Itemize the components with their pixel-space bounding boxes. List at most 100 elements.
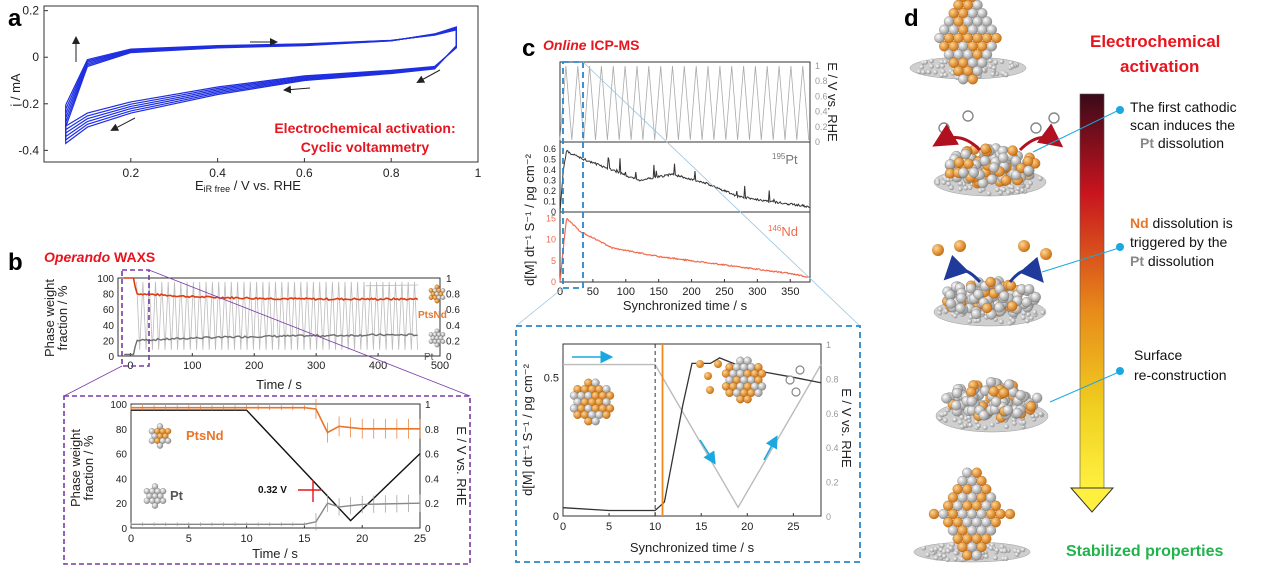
pt-atom [143, 497, 151, 504]
pt-atom [971, 308, 982, 320]
surface-atom [1003, 556, 1009, 561]
surface-atom [948, 545, 954, 551]
surface-atom [937, 306, 943, 312]
pt-atom [986, 174, 998, 185]
panel-c-inset: 0 5 10 15 20 25 0.5 0 1 0.8 0.6 0.4 0.2 0 d[M] dt⁻¹ S… [515, 325, 861, 563]
panel-c-inset-xtick-label: 15 [695, 521, 707, 533]
panel-c-inset-curves [562, 344, 822, 516]
panel-b-inset-ytick-right-label: 0 [425, 524, 431, 535]
panel-c-inset-ytick-label: 0 [553, 511, 559, 523]
panel-b-title: Operando WAXS [44, 249, 155, 265]
surface-atom [939, 72, 945, 78]
nd-dissolution-curve [559, 217, 810, 283]
panel-a-cv-curves [65, 26, 457, 145]
surface-atom [1009, 63, 1015, 69]
panel-b-inset-xlabel: Time / s [252, 546, 298, 561]
surface-atom [926, 69, 932, 75]
callout-line-1 [1032, 109, 1120, 153]
nd-atom [162, 432, 169, 440]
panel-c-inset-ylabel: d[M] dt⁻¹ S⁻¹ / pg cm⁻² [520, 363, 535, 495]
surface-atom [1024, 318, 1030, 324]
nd-atom [1000, 175, 1012, 186]
pt-atom [944, 159, 956, 170]
panel-a-xtick-label: 0.4 [209, 166, 226, 180]
panel-b-inset-ylabel-line2: fraction / % [81, 435, 96, 500]
nd-atom [1004, 508, 1016, 520]
surface-atom [920, 69, 926, 75]
ptnd-weight-fraction-line [124, 277, 419, 301]
nd-atom [754, 375, 763, 385]
panel-b-xtick-label: 400 [369, 360, 387, 372]
pt-atom-dissolved [938, 122, 950, 134]
pt-atom [440, 332, 446, 337]
pt-atom [972, 0, 983, 11]
nd-atom [573, 410, 582, 419]
panel-b-ytick-right-label: 0.4 [446, 321, 460, 332]
ptnd-line-inset [131, 406, 420, 434]
pt-cluster-icon-inset [143, 483, 167, 509]
pt-atom [990, 396, 1002, 407]
surface-atom [935, 180, 941, 186]
panel-b-ylabel-line1: Phase weight [42, 279, 57, 357]
panel-b-inset-ytick-label: 100 [110, 400, 127, 411]
panel-c-pt-tick-label: 0.5 [543, 155, 556, 165]
pt-atom [1032, 392, 1043, 404]
panel-b-inset-ytick-right-label: 0.6 [425, 450, 439, 461]
pt-atom [941, 393, 952, 404]
pt-atom [1003, 379, 1015, 390]
pt-atom [1023, 165, 1034, 176]
panel-c-ylabel: d[M] dt⁻¹ S⁻¹ / pg cm⁻² [522, 153, 537, 285]
panel-b-inset-legend-pt: Pt [170, 488, 184, 503]
pt-atom-free [785, 375, 795, 385]
panel-c-xtick-label: 50 [587, 286, 599, 298]
sweep-arrow-down-left [416, 69, 441, 83]
panel-c-etick-label: 0.6 [815, 91, 828, 101]
surface-atom [942, 59, 948, 65]
pt-atom [428, 339, 434, 344]
panel-b-inset-curves [130, 399, 421, 531]
panel-b-inset-ytick-label: 0 [121, 524, 127, 535]
panel-b-ytick-label: 0 [108, 352, 114, 363]
surface-atom [939, 543, 945, 548]
pt-atom [156, 423, 164, 430]
step3-line1: Surface [1134, 347, 1182, 363]
surface-atom [1032, 309, 1038, 315]
nd-atom [990, 517, 1001, 528]
nd-atom [1025, 401, 1037, 412]
pt-atom [148, 437, 156, 444]
panel-c-etick-label: 0.2 [815, 122, 828, 132]
surface-atom [1028, 315, 1034, 321]
panel-letter-d: d [904, 5, 919, 32]
surface-atom [943, 418, 948, 423]
surface-atom [1006, 190, 1011, 195]
nd-atom [976, 541, 987, 553]
surface-atom [967, 185, 973, 191]
pt-atom [981, 16, 993, 27]
pt-atom-free [791, 387, 801, 397]
panel-a-ytick-label: -0.4 [18, 143, 39, 157]
surface-atom [993, 555, 998, 561]
surface-atom [987, 58, 993, 64]
pt-atom [164, 437, 172, 444]
panel-b-ytick-right-label: 1 [446, 274, 452, 285]
panel-c-xtick-label: 200 [682, 286, 700, 298]
panel-a: a 0.2 0.4 0.6 0.8 1 0.2 0 -0.2 -0.4 i / mA EiR f… [8, 4, 482, 194]
ptnd-cluster-inset-c [569, 378, 615, 426]
panel-c-xtick-label: 0 [557, 286, 563, 298]
surface-atom [963, 185, 969, 191]
panel-c-pt-tick-label: 0.6 [543, 144, 556, 154]
panel-b-inset-ytick-right-label: 0.2 [425, 499, 439, 510]
panel-a-xtick-label: 0.8 [383, 166, 400, 180]
pt-atom [960, 149, 971, 160]
surface-atom [942, 553, 947, 559]
nd-atom [953, 157, 965, 168]
pt-atom [985, 525, 997, 536]
panel-b-curves [124, 277, 419, 356]
nd-atom [998, 387, 1010, 398]
pt-atom [434, 342, 440, 348]
surface-atom [916, 69, 922, 75]
pt-atom [958, 74, 969, 85]
surface-atom [981, 67, 987, 73]
pt-atom [757, 382, 767, 391]
pt-atom [440, 339, 446, 344]
